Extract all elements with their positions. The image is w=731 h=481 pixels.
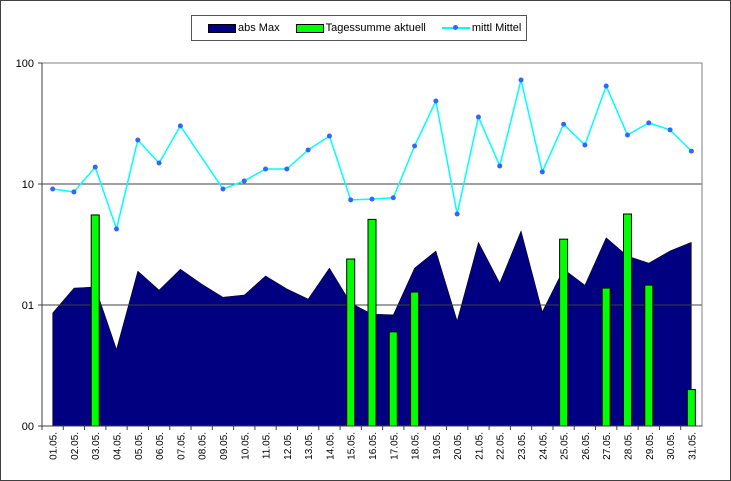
x-tick-label: 23.05. xyxy=(517,432,528,460)
legend-swatch-abs-max xyxy=(208,23,236,33)
marker-mittl-mittel xyxy=(603,83,609,89)
marker-mittl-mittel xyxy=(326,133,332,139)
legend-item-tagessumme: Tagessumme aktuell xyxy=(295,22,426,34)
bar-tagessumme xyxy=(644,284,654,427)
x-tick-label: 04.05. xyxy=(113,432,124,460)
legend-item-mittl-mittel: mittl Mittel xyxy=(441,22,522,34)
bar-tagessumme xyxy=(686,389,696,427)
x-tick-label: 09.05. xyxy=(219,432,230,460)
legend-item-abs-max: abs Max xyxy=(208,22,280,34)
marker-mittl-mittel xyxy=(582,142,588,148)
legend-label: mittl Mittel xyxy=(471,22,522,34)
marker-mittl-mittel xyxy=(624,132,630,138)
legend-swatch-tagessumme xyxy=(295,23,324,33)
marker-mittl-mittel xyxy=(561,121,567,127)
marker-mittl-mittel xyxy=(114,226,120,232)
x-tick-label: 24.05. xyxy=(538,432,549,460)
legend-swatch-mittl-mittel xyxy=(441,25,470,30)
marker-mittl-mittel xyxy=(667,127,673,133)
x-tick-label: 11.05. xyxy=(262,432,273,459)
bar-tagessumme xyxy=(410,291,420,427)
x-tick-label: 15.05. xyxy=(347,432,358,460)
marker-mittl-mittel xyxy=(539,169,545,175)
marker-mittl-mittel xyxy=(646,120,652,126)
y-tick-label: 100 xyxy=(16,58,34,70)
marker-mittl-mittel xyxy=(412,143,418,149)
legend-label: Tagessumme aktuell xyxy=(325,22,426,34)
x-tick-label: 19.05. xyxy=(432,432,443,460)
legend: abs Max Tagessumme aktuell mittl Mittel xyxy=(191,15,527,41)
x-tick-label: 10.05. xyxy=(240,432,251,460)
marker-mittl-mittel xyxy=(369,196,375,202)
marker-mittl-mittel xyxy=(50,186,56,192)
x-tick-label: 30.05. xyxy=(666,432,677,460)
line-mittl-mittel xyxy=(52,79,692,232)
marker-mittl-mittel xyxy=(263,166,269,172)
marker-mittl-mittel xyxy=(135,137,141,143)
bar-tagessumme xyxy=(622,213,632,427)
x-tick-label: 16.05. xyxy=(368,432,379,460)
y-tick-label: 10 xyxy=(22,179,34,191)
x-tick-label: 07.05. xyxy=(176,432,187,460)
x-tick-label: 17.05. xyxy=(389,432,400,460)
legend-label: abs Max xyxy=(238,22,280,34)
x-tick-label: 28.05. xyxy=(623,432,634,460)
marker-mittl-mittel xyxy=(497,163,503,169)
marker-mittl-mittel xyxy=(241,178,247,184)
x-tick-label: 18.05. xyxy=(411,432,422,460)
y-tick-label: 00 xyxy=(22,421,34,433)
y-tick-label: 01 xyxy=(22,300,34,312)
marker-mittl-mittel xyxy=(177,123,183,129)
bar-tagessumme xyxy=(367,218,377,427)
marker-mittl-mittel xyxy=(475,114,481,120)
x-tick-label: 26.05. xyxy=(581,432,592,460)
x-tick-label: 01.05. xyxy=(49,432,60,460)
x-tick-label: 02.05. xyxy=(70,432,81,460)
marker-mittl-mittel xyxy=(92,164,98,170)
marker-mittl-mittel xyxy=(71,189,77,195)
x-tick-label: 25.05. xyxy=(560,432,571,460)
x-tick-label: 08.05. xyxy=(198,432,209,460)
marker-mittl-mittel xyxy=(454,211,460,217)
x-tick-label: 14.05. xyxy=(325,432,336,460)
bar-tagessumme xyxy=(90,214,100,427)
marker-mittl-mittel xyxy=(688,148,694,154)
x-tick-label: 12.05. xyxy=(283,432,294,460)
marker-mittl-mittel xyxy=(390,195,396,201)
x-tick-label: 13.05. xyxy=(304,432,315,460)
x-tick-label: 29.05. xyxy=(645,432,656,460)
marker-mittl-mittel xyxy=(284,166,290,172)
x-tick-label: 20.05. xyxy=(453,432,464,460)
bar-tagessumme xyxy=(346,258,356,427)
bar-tagessumme xyxy=(388,331,398,427)
x-tick-label: 21.05. xyxy=(474,432,485,460)
bar-tagessumme xyxy=(601,287,611,427)
x-tick-label: 27.05. xyxy=(602,432,613,460)
x-tick-label: 03.05. xyxy=(91,432,102,460)
x-tick-label: 06.05. xyxy=(155,432,166,460)
x-tick-label: 22.05. xyxy=(496,432,507,460)
marker-mittl-mittel xyxy=(156,160,162,166)
marker-mittl-mittel xyxy=(220,186,226,192)
x-tick-label: 31.05. xyxy=(687,432,698,460)
x-tick-label: 05.05. xyxy=(134,432,145,460)
marker-mittl-mittel xyxy=(518,77,524,83)
marker-mittl-mittel xyxy=(305,147,311,153)
marker-mittl-mittel xyxy=(348,197,354,203)
bar-tagessumme xyxy=(559,238,569,427)
marker-mittl-mittel xyxy=(433,98,439,104)
